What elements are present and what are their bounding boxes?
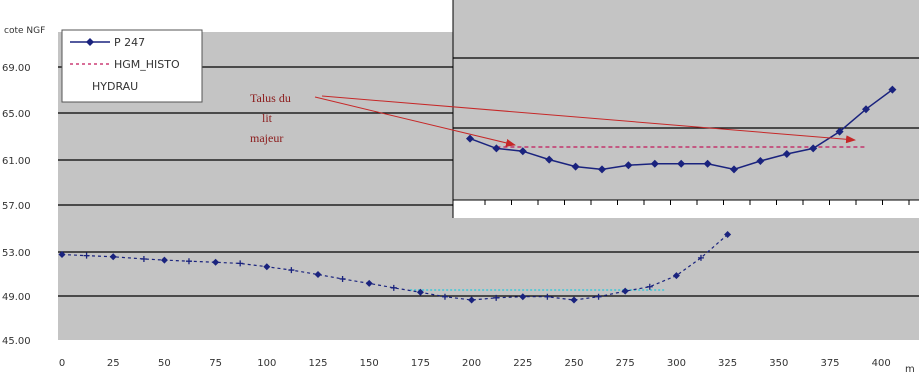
inset-data-point (545, 155, 554, 164)
data-point (441, 293, 448, 300)
inset-plot-area (453, 0, 919, 200)
x-tick-label: 175 (411, 358, 430, 369)
y-tick-label: 49.00 (2, 292, 31, 303)
y-tick-label: 57.00 (2, 201, 31, 212)
series-p247-line (61, 234, 728, 301)
inset-data-point (835, 127, 844, 136)
inset-data-point (888, 85, 897, 94)
y-tick-label: 53.00 (2, 248, 31, 259)
inset-panel (452, 0, 919, 218)
data-point (697, 254, 704, 261)
data-point (339, 275, 346, 282)
data-point (595, 293, 602, 300)
data-point (390, 284, 397, 291)
data-point (263, 263, 271, 271)
data-point (646, 283, 653, 290)
x-tick-label: 250 (564, 358, 583, 369)
data-point (185, 258, 192, 265)
data-point (519, 293, 527, 301)
x-tick-label: 200 (462, 358, 481, 369)
data-point (58, 251, 66, 259)
y-tick-label: 69.00 (2, 63, 31, 74)
series-p247-points (58, 231, 732, 304)
x-tick-label: 375 (820, 358, 839, 369)
x-tick-label: 125 (308, 358, 327, 369)
inset-data-point (677, 159, 686, 168)
inset-p247-points (466, 85, 897, 174)
x-tick-label: 50 (158, 358, 171, 369)
data-point (570, 296, 578, 304)
inset-x-ticks (484, 200, 910, 205)
inset-data-point (466, 134, 474, 143)
legend-marker-p247 (86, 38, 94, 46)
inset-data-point (703, 159, 712, 168)
data-point (160, 256, 168, 264)
x-tick-label: 25 (107, 358, 120, 369)
x-axis-label: m (905, 364, 915, 375)
annotation-arrow-right (321, 95, 856, 144)
x-tick-label: 325 (718, 358, 737, 369)
x-tick-label: 300 (667, 358, 686, 369)
data-point (416, 288, 424, 296)
x-tick-label: 225 (513, 358, 532, 369)
data-point (314, 271, 322, 279)
inset-data-point (756, 157, 765, 165)
legend-label-hgm: HGM_HISTO HYDRAU (92, 58, 180, 93)
data-point (724, 231, 732, 239)
x-tick-label: 100 (257, 358, 276, 369)
y-axis-label: cote NGF (4, 26, 45, 36)
data-point (621, 287, 629, 295)
annotation-talus-label: Talus du lit majeur (250, 91, 291, 145)
legend: P 247 HGM_HISTO HYDRAU (61, 29, 203, 103)
data-point (109, 253, 117, 261)
data-point (365, 279, 373, 287)
y-tick-label: 61.00 (2, 156, 31, 167)
x-tick-label: 150 (360, 358, 379, 369)
inset-data-point (782, 150, 791, 158)
data-point (468, 296, 476, 304)
data-point (212, 258, 220, 266)
inset-data-point (809, 144, 818, 153)
data-point (288, 267, 295, 274)
x-tick-label: 0 (59, 358, 65, 369)
inset-data-point (518, 147, 527, 156)
y-tick-label: 65.00 (2, 109, 31, 120)
x-axis-ticks: 0 25 50 75 100 125 150 175 200 225 250 275 300 325 350… (59, 358, 891, 369)
x-tick-label: 275 (616, 358, 635, 369)
x-tick-label: 400 (872, 358, 891, 369)
inset-data-point (598, 165, 606, 174)
annotation-arrow-left (314, 96, 516, 147)
x-tick-label: 350 (769, 358, 788, 369)
data-point (493, 294, 500, 301)
y-axis-ticks: 45.00 49.00 53.00 57.00 61.00 65.00 69.00 (2, 63, 31, 347)
inset-data-point (571, 162, 580, 171)
legend-label-p247: P 247 (114, 36, 145, 49)
inset-data-point (862, 105, 870, 114)
y-tick-label: 45.00 (2, 336, 31, 347)
data-point (83, 252, 90, 259)
data-point (140, 255, 147, 262)
x-tick-label: 75 (209, 358, 222, 369)
inset-data-point (492, 144, 501, 153)
data-point (672, 272, 680, 280)
data-point (237, 260, 244, 267)
data-point (544, 293, 551, 300)
inset-data-point (624, 161, 633, 170)
inset-data-point (650, 159, 659, 168)
inset-data-point (730, 165, 738, 174)
